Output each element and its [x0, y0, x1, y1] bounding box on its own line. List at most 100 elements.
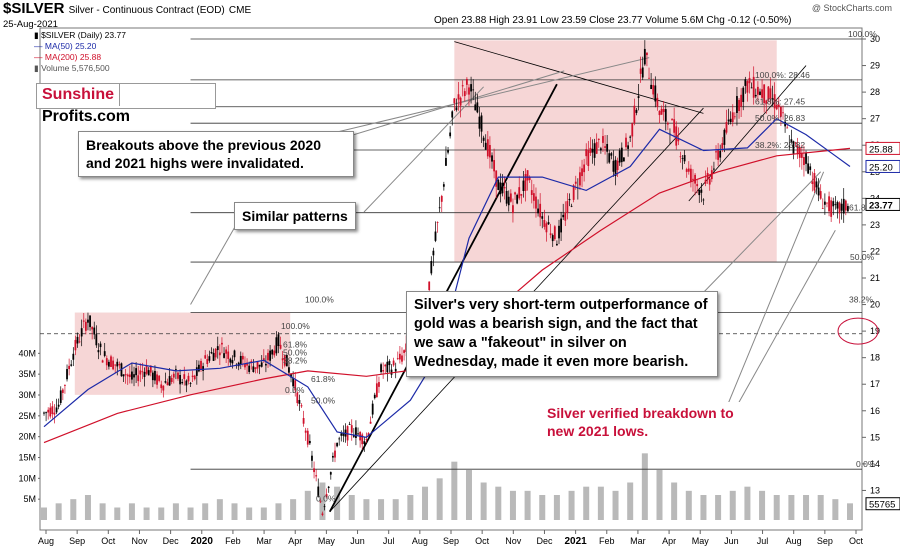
price-candle-body	[51, 406, 54, 415]
price-candle-body	[64, 385, 66, 386]
price-candle-body	[744, 79, 747, 86]
price-candle-body	[254, 367, 257, 370]
price-candle-body	[239, 355, 242, 365]
price-candle-body	[84, 321, 87, 331]
price-candle-body	[227, 351, 230, 359]
month-tick-label: May	[318, 536, 336, 546]
pointer-breakout-2	[332, 70, 565, 142]
price-candle-body	[145, 365, 148, 374]
price-candle-body	[746, 81, 749, 93]
price-candle-body	[139, 370, 142, 375]
price-candle-body	[662, 108, 665, 113]
month-tick-label: Aug	[412, 536, 428, 546]
price-candle-body	[166, 382, 169, 386]
price-candle-body	[392, 360, 395, 366]
price-tick-label: 28	[870, 87, 880, 97]
month-tick-label: Sep	[443, 536, 459, 546]
price-candle-body	[696, 184, 699, 187]
price-candle-body	[158, 375, 161, 381]
month-tick-label: Aug	[786, 536, 802, 546]
price-candle-body	[541, 216, 544, 219]
price-candle-body	[122, 374, 125, 377]
price-candle-body	[587, 150, 590, 167]
price-candle-body	[478, 116, 481, 129]
price-candle-body	[551, 235, 554, 242]
price-candle-body	[484, 142, 487, 150]
price-candle-body	[430, 260, 433, 274]
price-candle-body	[390, 369, 393, 375]
price-candle-body	[604, 146, 606, 148]
fib-level-label: 50.0%	[311, 395, 336, 405]
price-badge-box	[865, 159, 900, 173]
price-candle-body	[137, 375, 140, 382]
price-candle-body	[788, 145, 791, 147]
price-candle-body	[451, 111, 454, 118]
volume-bar	[539, 495, 546, 520]
volume-bar	[422, 486, 429, 520]
price-candle-body	[281, 358, 284, 361]
price-candle-body	[752, 76, 755, 98]
price-candle-body	[346, 426, 349, 441]
price-candle-body	[631, 123, 634, 137]
pointer-similar-1	[363, 86, 484, 213]
price-tick-label: 19	[870, 326, 880, 336]
price-candle-body	[461, 85, 464, 87]
volume-bar	[480, 482, 487, 520]
volume-bar	[817, 495, 824, 520]
price-candle-body	[516, 194, 519, 204]
price-candle-body	[599, 148, 602, 151]
price-candle-body	[501, 182, 504, 194]
price-candle-body	[332, 455, 334, 458]
price-candle-body	[273, 350, 276, 356]
price-candle-body	[503, 186, 506, 189]
ohlc-readout: Open 23.88 High 23.91 Low 23.59 Close 23…	[434, 15, 792, 26]
price-candle-body	[545, 223, 548, 233]
volume-bar	[407, 495, 414, 520]
price-candle-body	[566, 201, 569, 213]
price-candle-body	[440, 196, 443, 202]
price-candle-body	[828, 196, 830, 212]
price-candle-body	[262, 358, 265, 361]
month-tick-label: Oct	[475, 536, 490, 546]
price-candle-body	[432, 250, 435, 256]
price-candle-body	[321, 513, 324, 515]
price-candle-body	[179, 374, 181, 385]
price-candle-body	[403, 350, 405, 353]
price-candle-body	[87, 319, 89, 323]
price-candle-body	[398, 353, 401, 360]
volume-bar	[41, 507, 47, 520]
volume-tick-label: 30M	[18, 390, 36, 400]
price-candle-body	[558, 225, 560, 239]
price-candle-body	[459, 97, 462, 106]
price-candle-body	[520, 193, 523, 196]
price-candle-body	[842, 198, 845, 214]
price-candle-body	[482, 137, 485, 141]
month-tick-label: Feb	[599, 536, 615, 546]
price-candle-body	[782, 112, 784, 114]
price-candle-body	[591, 148, 594, 153]
volume-bar	[158, 507, 165, 520]
price-badge-label: 55765	[869, 500, 895, 511]
price-candle-body	[436, 222, 439, 223]
price-candle-body	[809, 166, 812, 170]
fib-level-label: 61.8%: 27.45	[755, 97, 805, 107]
symbol-name: Silver - Continuous Contract (EOD)	[68, 5, 225, 16]
price-candle-body	[267, 352, 269, 361]
legend-ma50-line-icon: —	[34, 41, 43, 51]
price-candle-body	[231, 360, 234, 364]
volume-bar	[788, 495, 795, 520]
price-candle-body	[292, 377, 295, 387]
volume-bar	[773, 495, 780, 520]
price-candle-body	[101, 360, 104, 363]
month-tick-label: 2021	[564, 536, 587, 547]
price-candle-body	[635, 109, 638, 113]
price-candle-body	[512, 205, 514, 214]
price-candle-body	[614, 159, 617, 177]
volume-bar	[436, 478, 443, 520]
price-candle-body	[652, 85, 655, 95]
price-candle-body	[738, 99, 740, 111]
month-tick-label: Oct	[849, 536, 864, 546]
price-candle-body	[602, 136, 604, 143]
price-candle-body	[124, 374, 127, 376]
logo-part-sunshine: Sunshine	[37, 84, 121, 106]
